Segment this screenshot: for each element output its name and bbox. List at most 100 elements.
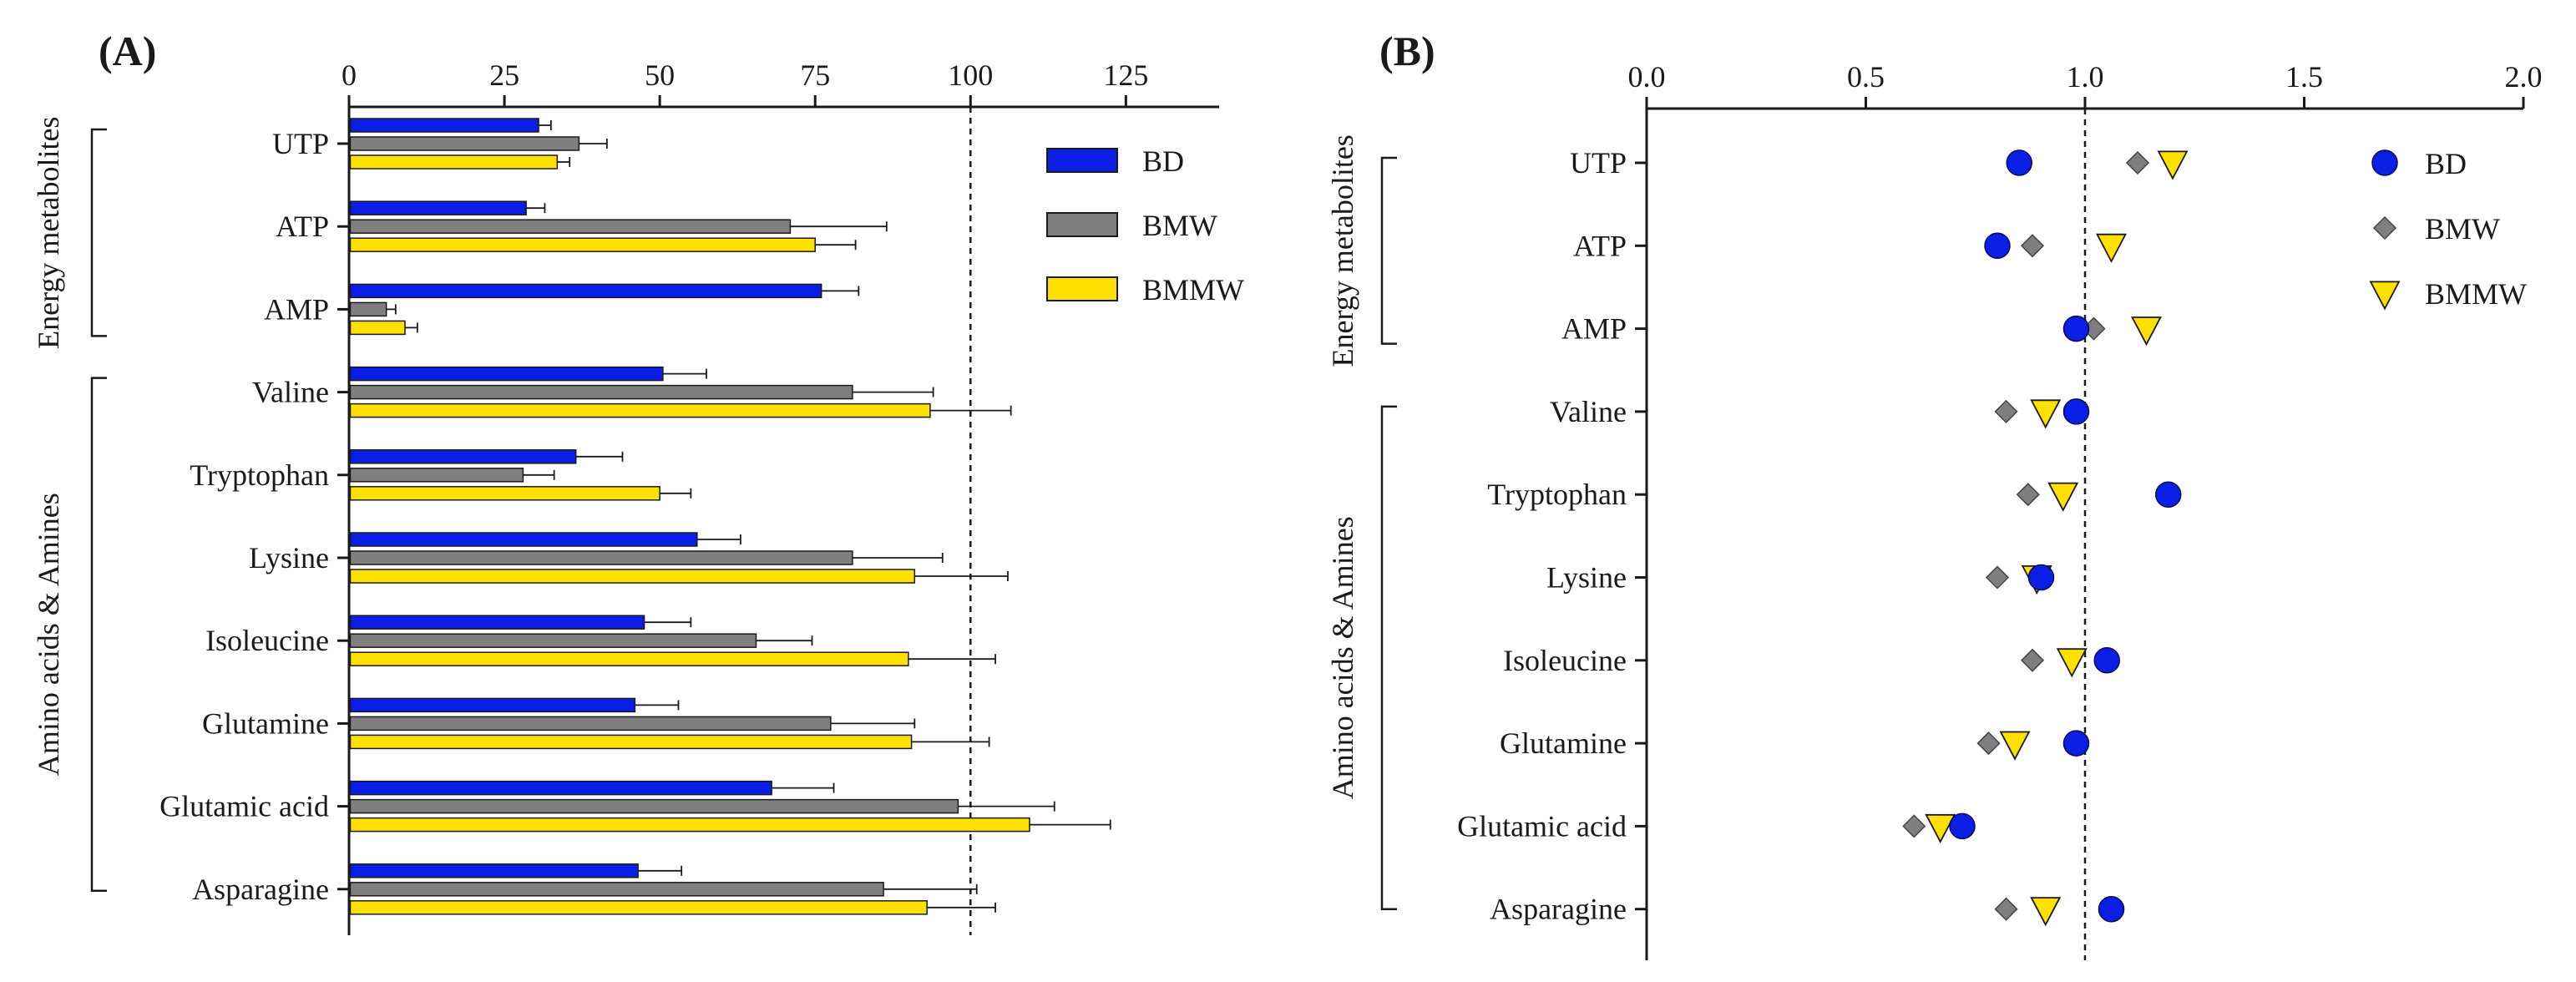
y-tick-label-glutamic-acid: Glutamic acid: [159, 790, 329, 823]
point-asparagine-bd: [2098, 895, 2125, 923]
x-tick-label: 25: [489, 58, 519, 92]
y-tick-label-lysine: Lysine: [249, 541, 329, 575]
point-glutamic-acid-bd: [1949, 812, 1976, 840]
bar-glutamine-bd: [349, 697, 636, 713]
bar-glutamine-bmw: [349, 716, 832, 731]
point-valine-bmw: [1994, 399, 2018, 423]
point-atp-bmmw: [2096, 233, 2127, 263]
x-tick-label: 1.0: [2067, 60, 2104, 94]
point-glutamine-bd: [2062, 730, 2090, 757]
bar-amp-bmw: [349, 301, 387, 317]
point-isoleucine-bd: [2093, 647, 2120, 674]
point-asparagine-bmmw: [2030, 897, 2062, 927]
y-tick-label-glutamine: Glutamine: [1500, 726, 1627, 760]
group-label-energy-metabolites: Energy metabolites: [32, 117, 65, 349]
point-amp-bmmw: [2131, 316, 2162, 347]
y-tick-label-asparagine: Asparagine: [192, 873, 329, 906]
point-atp-bmw: [2020, 234, 2045, 258]
legend-swatch-bmmw: [1046, 276, 1118, 301]
point-glutamic-acid-bmw: [1902, 814, 1926, 838]
y-tick-label-isoleucine: Isoleucine: [205, 624, 329, 657]
bar-valine-bmw: [349, 384, 853, 400]
point-tryptophan-bmmw: [2047, 482, 2079, 512]
y-tick-label-amp: AMP: [1561, 312, 1627, 346]
point-valine-bd: [2062, 398, 2090, 425]
point-lysine-bmw: [1985, 565, 2010, 590]
x-tick-label: 0: [342, 58, 357, 92]
point-atp-bd: [1984, 232, 2011, 260]
legend-label-bmw: BMW: [1142, 209, 1217, 242]
point-amp-bd: [2062, 315, 2090, 342]
point-glutamic-acid-bmmw: [1925, 813, 1956, 844]
point-isoleucine-bmmw: [2056, 648, 2088, 678]
bar-tryptophan-bmmw: [349, 486, 660, 501]
bar-utp-bmmw: [349, 154, 559, 170]
group-label-amino-acids-amines: Amino acids & Amines: [1326, 516, 1359, 799]
group-label-energy-metabolites: Energy metabolites: [1326, 134, 1359, 367]
legend-label-bmmw: BMMW: [2425, 277, 2527, 311]
panel-b-label: (B): [1379, 28, 1435, 74]
bar-atp-bmmw: [349, 237, 816, 252]
point-asparagine-bmw: [1994, 897, 2018, 921]
point-isoleucine-bmw: [2020, 648, 2045, 672]
x-tick-label: 0.0: [1628, 60, 1666, 94]
x-tick-label: 0.5: [1847, 60, 1885, 94]
y-tick-label-lysine: Lysine: [1546, 561, 1627, 595]
x-tick-label: 50: [645, 58, 675, 92]
bar-asparagine-bmw: [349, 882, 884, 897]
point-glutamine-bmmw: [1999, 731, 2031, 761]
group-bracket-amino-acids-amines: [90, 377, 107, 893]
y-tick-label-atp: ATP: [1573, 229, 1627, 262]
group-bracket-energy-metabolites: [1380, 156, 1397, 345]
y-tick-label-utp: UTP: [272, 127, 329, 160]
bar-lysine-bmmw: [349, 569, 916, 584]
legend-label-bd: BD: [1142, 144, 1184, 178]
legend-marker-bd: [2371, 149, 2398, 176]
x-tick-label: 1.5: [2285, 60, 2323, 94]
bar-isoleucine-bmmw: [349, 651, 909, 666]
y-tick-label-glutamic-acid: Glutamic acid: [1457, 809, 1627, 843]
bar-asparagine-bd: [349, 863, 639, 878]
point-utp-bmmw: [2157, 150, 2189, 180]
bar-amp-bmmw: [349, 320, 406, 336]
group-label-amino-acids-amines: Amino acids & Amines: [32, 493, 65, 776]
point-tryptophan-bd: [2155, 481, 2182, 508]
x-tick-label: 75: [800, 58, 830, 92]
bar-glutamic-acid-bd: [349, 780, 772, 796]
point-glutamine-bmw: [1976, 731, 2001, 756]
x-tick-label: 100: [948, 58, 993, 92]
y-tick-label-tryptophan: Tryptophan: [190, 458, 329, 492]
bar-utp-bmw: [349, 136, 580, 151]
bar-glutamic-acid-bmw: [349, 798, 959, 814]
point-tryptophan-bmw: [2016, 483, 2040, 507]
y-tick-label-atp: ATP: [276, 210, 329, 243]
bar-isoleucine-bmw: [349, 633, 757, 648]
bar-valine-bd: [349, 366, 664, 382]
y-tick-label-isoleucine: Isoleucine: [1503, 644, 1627, 677]
bar-isoleucine-bd: [349, 615, 645, 630]
group-bracket-energy-metabolites: [90, 128, 107, 337]
y-tick-label-amp: AMP: [264, 292, 329, 326]
bar-utp-bd: [349, 118, 539, 133]
group-bracket-amino-acids-amines: [1380, 405, 1397, 910]
bar-atp-bd: [349, 200, 527, 215]
legend-swatch-bmw: [1046, 212, 1118, 237]
bar-valine-bmmw: [349, 402, 931, 418]
bar-amp-bd: [349, 283, 822, 299]
bar-tryptophan-bd: [349, 449, 577, 464]
legend-marker-bmw: [2372, 215, 2397, 240]
y-tick-label-valine: Valine: [1550, 395, 1627, 428]
panel-b-dot-plot: (B) 0.0 0.5 1.0 1.5 2.0 UTP ATP AMP Valine Tryptop…: [1326, 28, 2543, 960]
y-tick-label-glutamine: Glutamine: [202, 706, 329, 740]
y-tick-label-valine: Valine: [252, 376, 329, 409]
panel-a-label: (A): [99, 28, 156, 74]
legend-swatch-bd: [1046, 148, 1118, 173]
bar-tryptophan-bmw: [349, 468, 524, 483]
point-lysine-bd: [2027, 564, 2055, 591]
legend-label-bmmw: BMMW: [1142, 273, 1244, 306]
point-valine-bmmw: [2030, 399, 2062, 429]
point-utp-bmw: [2125, 150, 2150, 175]
bar-atp-bmw: [349, 219, 792, 234]
x-tick-label: 2.0: [2505, 60, 2543, 94]
